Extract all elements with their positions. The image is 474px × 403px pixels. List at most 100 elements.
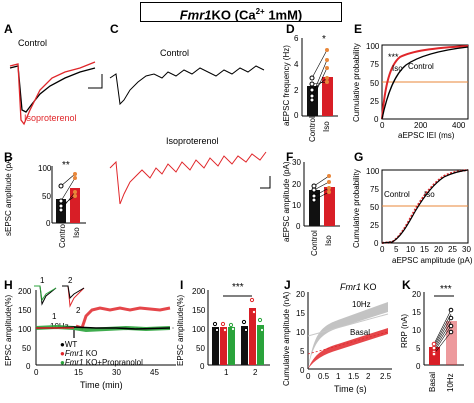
panel-label-g: G bbox=[354, 150, 364, 164]
panel-d-plot bbox=[301, 38, 338, 117]
panel-a-control-label: Control bbox=[18, 38, 48, 48]
panel-h-legend-prop: ●Fmr1 KO+Propranolol bbox=[60, 358, 143, 367]
panel-h-num: 1 bbox=[52, 312, 57, 321]
panel-e-ytick: 50 bbox=[370, 79, 379, 88]
panel-label-f: F bbox=[286, 150, 294, 164]
panel-g-xlabel: aEPSC amplitude (pA) bbox=[392, 256, 473, 265]
panel-k-plot bbox=[423, 292, 464, 366]
panel-h-plot bbox=[35, 290, 176, 366]
panel-b-ytick: 50 bbox=[42, 192, 51, 201]
panel-g-iso-label: Iso bbox=[424, 190, 435, 199]
panel-i-ytick: 50 bbox=[196, 344, 205, 353]
panel-f-ytick: 0 bbox=[296, 222, 301, 231]
panel-k-sig: *** bbox=[440, 284, 452, 295]
panel-j-series-basal: Basal bbox=[350, 328, 371, 337]
panel-b-cat: Iso bbox=[72, 227, 81, 238]
panel-i-xtick: 1 bbox=[224, 368, 229, 377]
panel-f-ylabel: aEPSC amplitude (pA) bbox=[282, 161, 291, 242]
panel-c-iso-label: Isoproterenol bbox=[166, 136, 219, 146]
panel-label-a: A bbox=[4, 22, 13, 36]
panel-j-ytick: 10 bbox=[296, 328, 305, 337]
panel-d-ytick: 4 bbox=[294, 60, 299, 69]
panel-g-xtick: 5 bbox=[394, 245, 399, 254]
panel-f-cat: Control bbox=[310, 230, 319, 256]
panel-j-xtick: 0 bbox=[306, 372, 311, 381]
panel-label-h: H bbox=[4, 278, 13, 292]
panel-i-ytick: 0 bbox=[200, 362, 205, 371]
panel-e-xtick: 200 bbox=[414, 121, 428, 130]
panel-h-xtick: 15 bbox=[74, 368, 83, 377]
panel-e-sig: *** bbox=[388, 52, 399, 62]
panel-a-iso-label: Isoproterenol bbox=[24, 113, 77, 123]
panel-h-inset-label: 1 bbox=[40, 276, 45, 285]
panel-b-ytick: 0 bbox=[46, 219, 51, 228]
panel-f-ytick: 30 bbox=[292, 158, 301, 167]
panel-d-cat: Iso bbox=[322, 121, 331, 132]
panel-e-ytick: 75 bbox=[370, 60, 379, 69]
panel-g-xtick: 20 bbox=[434, 245, 443, 254]
panel-e-ylabel: Cumulative probability bbox=[352, 43, 361, 122]
panel-e-ytick: 100 bbox=[366, 42, 380, 51]
panel-i-ytick: 200 bbox=[192, 287, 206, 296]
panel-g-xtick: 10 bbox=[406, 245, 415, 254]
panel-i-ylabel: EPSC amplitude(%) bbox=[176, 294, 185, 366]
panel-k-ytick: 20 bbox=[412, 290, 421, 299]
panel-i-ytick: 150 bbox=[192, 306, 206, 315]
panel-g-plot bbox=[381, 169, 469, 244]
panel-h-ytick: 200 bbox=[18, 287, 32, 296]
panel-j-ylabel: Cumulative amplitude (nA) bbox=[282, 291, 291, 386]
panel-j-series-10hz: 10Hz bbox=[352, 300, 371, 309]
panel-i-sig: *** bbox=[232, 282, 244, 293]
panel-j-ytick: 20 bbox=[296, 290, 305, 299]
panel-h-xtick: 30 bbox=[112, 368, 121, 377]
panel-b-ylabel: sEPSC amplitude (pA) bbox=[4, 155, 13, 236]
panel-d-ytick: 0 bbox=[294, 111, 299, 120]
panel-j-title: Fmr1 KO bbox=[340, 282, 377, 292]
panel-e-xtick: 400 bbox=[452, 121, 466, 130]
panel-d-ylabel: aEPSC frequency (Hz) bbox=[282, 45, 291, 126]
panel-g-ytick: 100 bbox=[366, 167, 380, 176]
panel-e-control-label: Control bbox=[408, 62, 434, 71]
panel-label-c: C bbox=[110, 22, 119, 36]
panel-h-legend-wt: ●WT bbox=[60, 340, 78, 349]
panel-i-plot bbox=[207, 290, 270, 366]
panel-h-xlabel: Time (min) bbox=[80, 380, 123, 390]
panel-j-ytick: 0 bbox=[300, 366, 305, 375]
panel-c-control-trace bbox=[109, 65, 265, 106]
panel-h-ytick: 0 bbox=[26, 362, 31, 371]
panel-g-ytick: 0 bbox=[374, 239, 379, 248]
panel-j-xtick: 0.5 bbox=[318, 372, 330, 381]
panel-h-xtick: 0 bbox=[34, 368, 39, 377]
panel-f-plot bbox=[303, 162, 340, 227]
panel-f-ytick: 20 bbox=[292, 180, 301, 189]
panel-k-ytick: 15 bbox=[412, 308, 421, 317]
panel-j-ytick: 15 bbox=[296, 309, 305, 318]
panel-k-ytick: 5 bbox=[416, 344, 421, 353]
panel-label-k: K bbox=[402, 278, 411, 292]
panel-b-sig: ** bbox=[62, 160, 70, 171]
panel-e-plot bbox=[381, 44, 469, 120]
panel-i-ytick: 100 bbox=[192, 325, 206, 334]
panel-g-control-label: Control bbox=[384, 190, 410, 199]
panel-label-j: J bbox=[284, 278, 291, 292]
panel-e-ytick: 0 bbox=[374, 115, 379, 124]
panel-h-insets bbox=[34, 285, 85, 308]
panel-d-cat: Control bbox=[308, 116, 317, 142]
panel-g-xtick: 25 bbox=[448, 245, 457, 254]
panel-k-ytick: 0 bbox=[416, 362, 421, 371]
panel-b-cat: Control bbox=[58, 222, 67, 248]
panel-e-xlabel: aEPSC IEI (ms) bbox=[398, 131, 455, 140]
panel-f-cat: Iso bbox=[324, 235, 333, 246]
panel-j-xtick: 1.5 bbox=[348, 372, 360, 381]
panel-h-ylabel: EPSC amplitude(%) bbox=[4, 294, 13, 366]
panel-j-xtick: 2.5 bbox=[380, 372, 392, 381]
panel-d-ytick: 6 bbox=[294, 34, 299, 43]
panel-g-ylabel: Cumulative probability bbox=[352, 169, 361, 248]
panel-j-plot bbox=[307, 292, 392, 370]
panel-e-ytick: 25 bbox=[370, 97, 379, 106]
panel-g-ytick: 50 bbox=[370, 203, 379, 212]
panel-d-ytick: 2 bbox=[294, 86, 299, 95]
panel-h-inset-label: 2 bbox=[68, 276, 73, 285]
panel-f-ytick: 10 bbox=[292, 201, 301, 210]
panel-c-iso-trace bbox=[109, 151, 271, 205]
